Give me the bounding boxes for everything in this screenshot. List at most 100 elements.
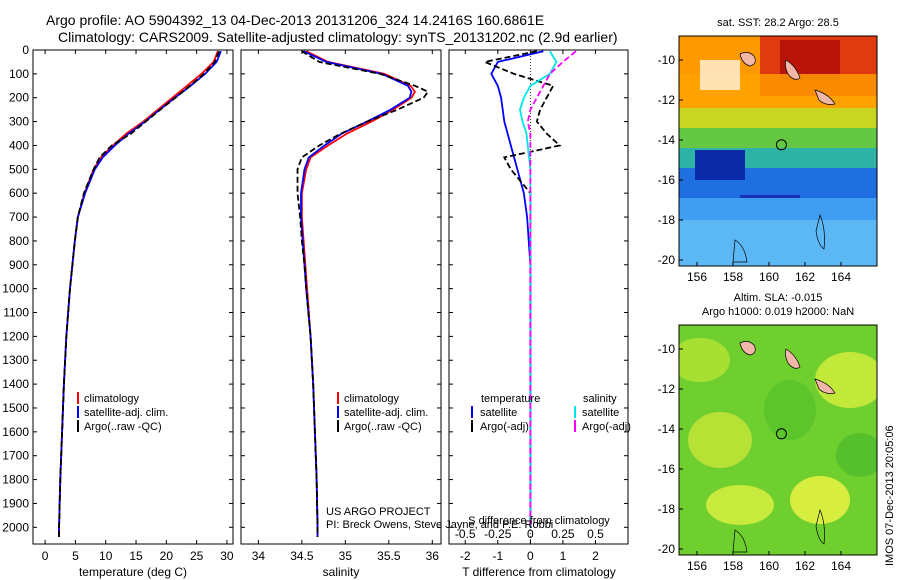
y-tick-label: 400 — [9, 138, 29, 152]
series-s-argo-adj- — [526, 50, 577, 528]
map-y-tick-label: -20 — [658, 253, 676, 267]
sst-map-ticks: 156 158 160 162 164 -10 -12 -14 -16 -18 -20 — [658, 53, 852, 284]
top-x-tick-label: 0.25 — [551, 527, 575, 541]
y-tick-label: 1700 — [2, 449, 29, 463]
map-x-tick-label: 156 — [687, 270, 707, 284]
legend-label-t-argo: Argo(-adj) — [480, 421, 529, 433]
map-y-tick-label: -10 — [658, 342, 676, 356]
sla-map-profile-marker — [775, 428, 787, 440]
y-tick-label: 700 — [9, 210, 29, 224]
y-tick-label: 1300 — [2, 353, 29, 367]
temperature-lines — [58, 50, 222, 537]
map-y-tick-label: -20 — [658, 542, 676, 556]
x-tick-label: 35 — [339, 549, 353, 563]
series-climatology — [58, 50, 219, 537]
salinity-x-label: salinity — [323, 565, 360, 579]
x-tick-label: 25 — [190, 549, 204, 563]
y-tick-label: 900 — [9, 258, 29, 272]
x-tick-label: 15 — [129, 549, 143, 563]
temperature-x-ticks: 0 5 10 15 20 25 30 — [42, 50, 234, 563]
temperature-y-ticks: 0 100 200 300 400 500 600 700 800 900 1000 1100 1200… — [2, 43, 233, 534]
legend-label-satellite: satellite-adj. clim. — [344, 407, 428, 419]
salinity-y-ticks — [241, 49, 441, 528]
map-x-tick-label: 158 — [723, 559, 743, 573]
legend-label-argo: Argo(..raw -QC) — [84, 421, 162, 433]
temperature-x-label: temperature (deg C) — [79, 565, 187, 579]
map-y-tick-label: -16 — [658, 462, 676, 476]
x-tick-label: 34.5 — [290, 549, 314, 563]
map-y-tick-label: -16 — [658, 173, 676, 187]
y-tick-label: 1100 — [3, 306, 29, 320]
x-tick-label: 5 — [72, 549, 79, 563]
sst-map-profile-marker — [775, 139, 787, 151]
series-argo — [58, 50, 220, 537]
map-y-tick-label: -14 — [658, 133, 676, 147]
difference-legend: temperature salinity satellite Argo(-adj… — [471, 393, 631, 433]
top-x-tick-label: -0.25 — [484, 527, 512, 541]
y-tick-label: 600 — [9, 186, 29, 200]
map-y-tick-label: -18 — [658, 502, 676, 516]
y-tick-label: 1200 — [2, 329, 29, 343]
temperature-legend: climatology satellite-adj. clim. Argo(..… — [77, 392, 168, 433]
legend-header-salinity: salinity — [583, 393, 617, 405]
y-tick-label: 2000 — [2, 520, 29, 534]
y-tick-label: 800 — [9, 234, 29, 248]
map-x-tick-label: 162 — [795, 270, 815, 284]
map-y-tick-label: -14 — [658, 422, 676, 436]
sst-map-field — [679, 36, 877, 266]
map-x-tick-label: 162 — [795, 559, 815, 573]
pi-label: PI: Breck Owens, Steve Jayne, and P.E. R… — [326, 519, 553, 531]
salinity-legend: climatology satellite-adj. clim. Argo(..… — [337, 392, 428, 433]
x-tick-label: 30 — [220, 549, 234, 563]
series-t-argo-adj- — [481, 50, 562, 528]
series-argo — [296, 50, 430, 537]
legend-label-argo: Argo(..raw -QC) — [344, 421, 422, 433]
salinity-x-ticks: 34 34.5 35 35.5 36 — [252, 50, 439, 563]
sla-map-frame — [678, 324, 878, 556]
sst-map-title: sat. SST: 28.2 Argo: 28.5 — [717, 17, 839, 29]
map-x-tick-label: 156 — [687, 559, 707, 573]
map-y-tick-label: -18 — [658, 213, 676, 227]
x-tick-label: 10 — [99, 549, 113, 563]
sla-map-ticks: 156 158 160 162 164 -10 -12 -14 -16 -18 -20 — [658, 342, 852, 573]
legend-label-satellite: satellite-adj. clim. — [84, 407, 168, 419]
x-tick-label: 1 — [560, 549, 567, 563]
map-x-tick-label: 158 — [723, 270, 743, 284]
x-tick-label: 0 — [527, 549, 534, 563]
y-tick-label: 1900 — [2, 496, 29, 510]
y-tick-label: 1600 — [2, 425, 29, 439]
legend-label-s-satellite: satellite — [582, 407, 619, 419]
sla-map-title-line1: Altim. SLA: -0.015 — [734, 292, 823, 304]
top-x-tick-label: 0.5 — [587, 527, 604, 541]
y-tick-label: 1400 — [2, 377, 29, 391]
difference-top-x-label: S difference from climatology — [468, 515, 610, 527]
sst-map-frame — [678, 35, 878, 267]
map-x-tick-label: 160 — [759, 270, 779, 284]
difference-axes-frame — [448, 49, 629, 545]
y-tick-label: 1500 — [2, 401, 29, 415]
x-tick-label: 20 — [160, 549, 174, 563]
temperature-axes-frame — [32, 49, 234, 545]
difference-lines — [481, 50, 577, 528]
x-tick-label: 34 — [252, 549, 266, 563]
difference-x-label: T difference from climatology — [462, 565, 616, 579]
legend-header-temperature: temperature — [481, 393, 540, 405]
map-y-tick-label: -12 — [658, 93, 676, 107]
project-label: US ARGO PROJECT — [326, 506, 431, 518]
y-tick-label: 100 — [9, 67, 29, 81]
x-tick-label: -1 — [492, 549, 503, 563]
series-t-satellite — [490, 50, 544, 528]
series-climatology — [300, 50, 416, 537]
figure-title-line2: Climatology: CARS2009. Satellite-adjuste… — [58, 29, 618, 45]
top-x-tick-label: -0.5 — [455, 527, 476, 541]
legend-label-t-satellite: satellite — [480, 407, 517, 419]
x-tick-label: 0 — [42, 549, 49, 563]
x-tick-label: 35.5 — [377, 549, 401, 563]
imos-timestamp: IMOS 07-Dec-2013 20:05:06 — [884, 425, 896, 566]
sla-map-field — [679, 325, 877, 555]
difference-y-ticks — [449, 49, 628, 528]
y-tick-label: 500 — [9, 162, 29, 176]
y-tick-label: 300 — [9, 115, 29, 129]
map-x-tick-label: 160 — [759, 559, 779, 573]
salinity-lines — [296, 50, 430, 537]
